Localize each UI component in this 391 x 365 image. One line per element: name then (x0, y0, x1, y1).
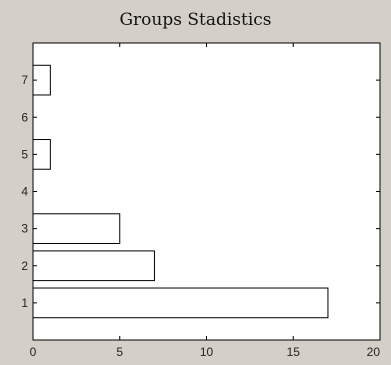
y-tick-label-3: 3 (21, 222, 28, 236)
bar-1 (32, 287, 329, 319)
x-tick-label-20: 20 (367, 345, 381, 359)
bar-2 (32, 250, 155, 282)
y-tick-label-2: 2 (21, 259, 28, 273)
chart-title: Groups Stadistics (119, 10, 272, 30)
x-tick-label-15: 15 (287, 345, 301, 359)
y-tick-label-1: 1 (21, 296, 28, 310)
x-tick-label-10: 10 (200, 345, 214, 359)
y-tick-label-4: 4 (21, 185, 28, 199)
y-tick-label-6: 6 (21, 110, 28, 124)
x-tick-label-5: 5 (116, 345, 123, 359)
y-tick-label-5: 5 (21, 147, 28, 161)
bar-3 (32, 213, 121, 244)
y-tick-label-7: 7 (21, 73, 28, 87)
x-tick-label-0: 0 (30, 345, 37, 359)
